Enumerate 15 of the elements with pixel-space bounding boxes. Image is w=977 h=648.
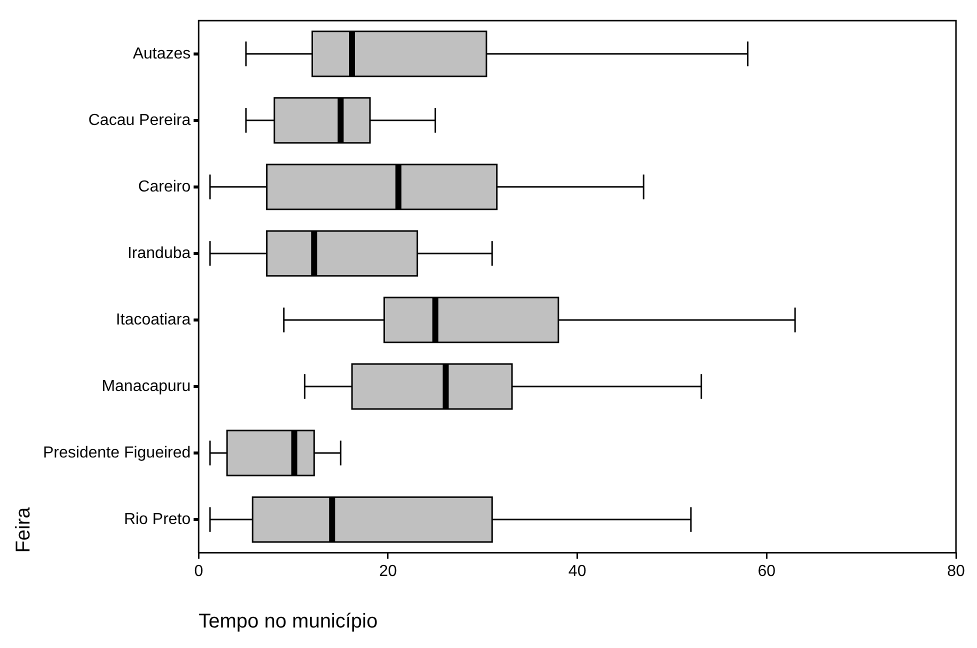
- x-tick-label: 40: [568, 562, 586, 580]
- x-tick-label: 60: [758, 562, 776, 580]
- y-tick-label: Iranduba: [127, 244, 191, 262]
- y-tick-label: Careiro: [138, 178, 191, 196]
- x-tick-label: 0: [194, 562, 204, 580]
- y-tick-label: Manacapuru: [102, 378, 191, 395]
- x-tick-label: 20: [379, 562, 397, 580]
- y-tick-label: Itacoatiara: [116, 311, 191, 328]
- y-tick-label: Presidente Figueired: [43, 444, 191, 462]
- x-axis-title: Tempo no município: [198, 610, 378, 633]
- y-tick-label: Rio Preto: [124, 510, 191, 528]
- x-tick-label: 80: [947, 562, 965, 580]
- y-tick-label: Autazes: [132, 45, 191, 62]
- y-tick-label: Cacau Pereira: [88, 112, 191, 129]
- y-axis-title: Feira: [12, 506, 35, 553]
